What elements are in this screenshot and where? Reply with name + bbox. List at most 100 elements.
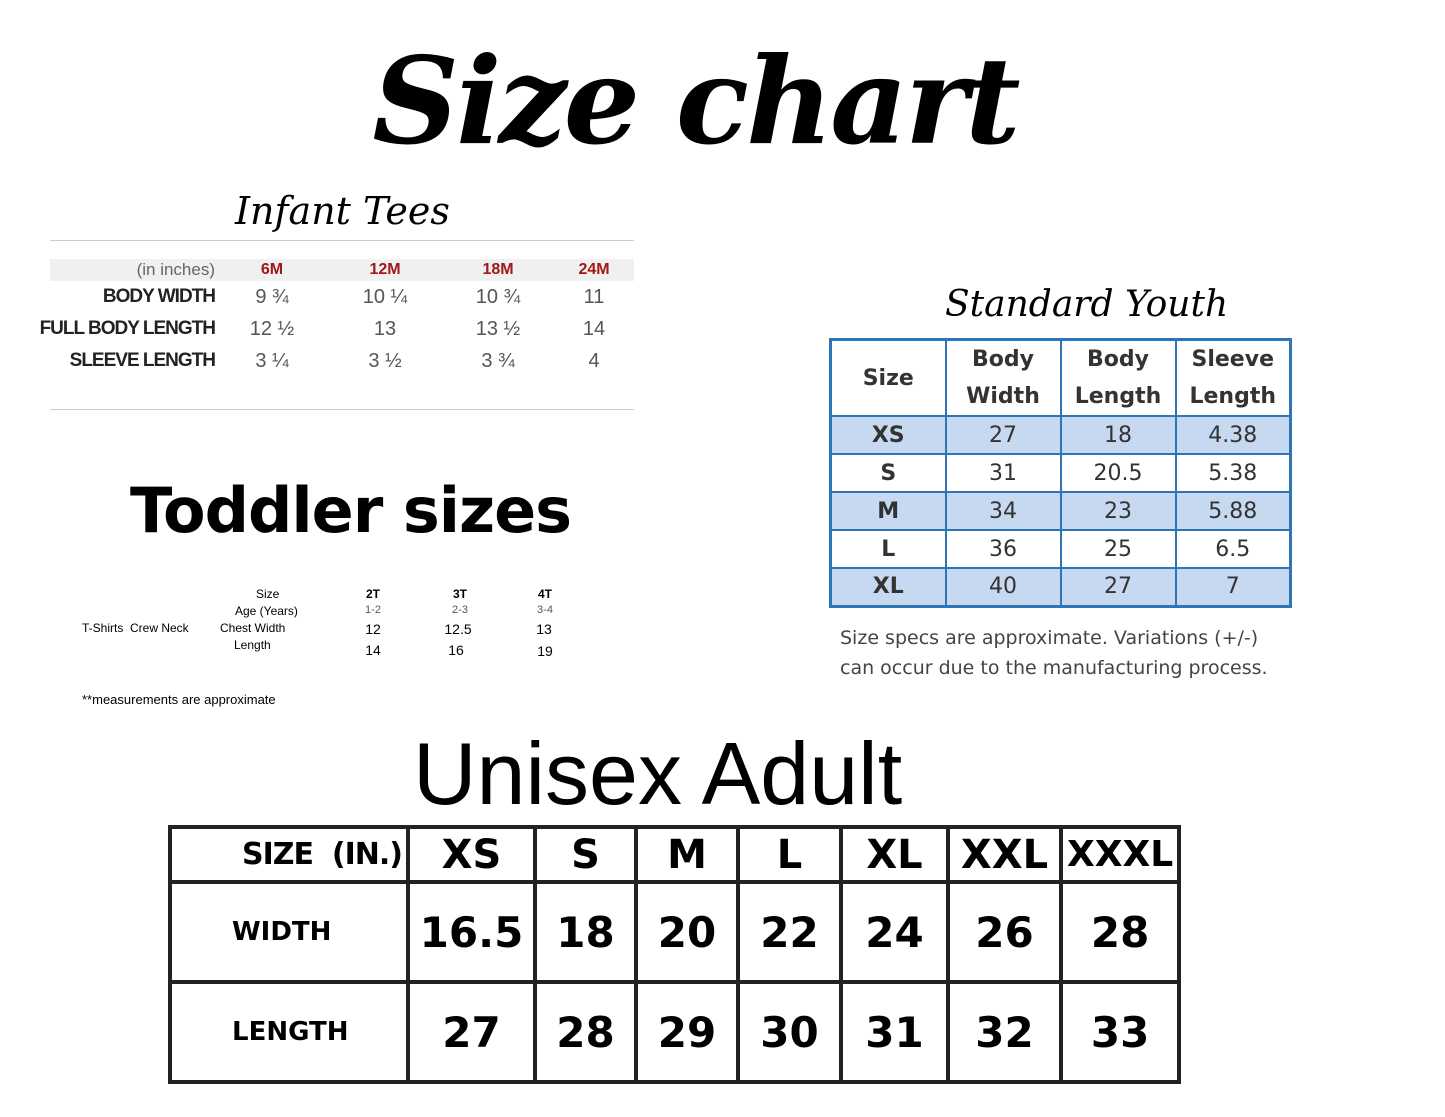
youth-title: Standard Youth [945, 284, 1229, 325]
infant-cell: 10 ¼ [362, 286, 408, 308]
youth-cell: S [829, 453, 947, 493]
toddler-age: 3-4 [537, 604, 553, 616]
youth-cell: 5.38 [1174, 453, 1292, 493]
table-row: XS 27 18 4.38 [829, 415, 1292, 455]
toddler-chest: 12.5 [444, 621, 472, 637]
infant-header-row [50, 259, 634, 281]
toddler-label-chest: Chest Width [220, 621, 286, 635]
toddler-chest: 13 [536, 621, 552, 637]
youth-cell: M [829, 491, 947, 531]
adult-size: XS [406, 825, 537, 884]
toddler-age: 1-2 [365, 604, 381, 616]
youth-cell: 31 [944, 453, 1062, 493]
infant-cell: 14 [582, 318, 606, 340]
adult-header-label: SIZE (IN.) [168, 825, 410, 884]
infant-size: 24M [578, 261, 610, 278]
adult-cell: 22 [736, 880, 843, 984]
toddler-footnote: **measurements are approximate [82, 692, 276, 707]
infant-size: 18M [482, 261, 514, 278]
youth-cell: L [829, 529, 947, 569]
youth-cell: 20.5 [1059, 453, 1177, 493]
toddler-chest: 12 [365, 621, 381, 637]
toddler-age: 2-3 [452, 604, 468, 616]
youth-note-line1: Size specs are approximate. Variations (… [840, 627, 1259, 649]
table-row: SIZE (IN.) XS S M L XL XXL XXXL [168, 825, 1182, 884]
page-title: Size chart [372, 31, 1020, 172]
toddler-label-age: Age (Years) [235, 604, 298, 618]
adult-cell: 27 [406, 980, 537, 1084]
adult-cell: 33 [1058, 980, 1182, 1084]
infant-cell: 12 ½ [249, 318, 295, 340]
infant-cell: 3 ½ [368, 350, 402, 372]
adult-size: M [634, 825, 740, 884]
youth-header: Sleeve Length [1174, 338, 1292, 417]
youth-cell: XL [829, 567, 947, 607]
infant-cell: 9 ¾ [255, 286, 289, 308]
youth-note-line2: can occur due to the manufacturing proce… [840, 657, 1268, 679]
adult-cell: 24 [839, 880, 950, 984]
table-row: LENGTH 27 28 29 30 31 32 33 [168, 980, 1182, 1084]
toddler-size: 4T [537, 587, 552, 601]
youth-header: Body Length [1059, 338, 1177, 417]
adult-cell: 31 [839, 980, 950, 1084]
youth-header: Body Width [944, 338, 1062, 417]
youth-table: Size Body Width Body Length Sleeve Lengt… [829, 338, 1292, 608]
adult-cell: 28 [1058, 880, 1182, 984]
infant-cell: 3 ¼ [255, 350, 289, 372]
infant-cell: 4 [588, 350, 600, 372]
infant-table: (in inches) 6M 12M 18M 24M BODY WIDTH 9 … [40, 240, 634, 410]
infant-unit-label: (in inches) [136, 260, 215, 279]
infant-row-label: FULL BODY LENGTH [39, 318, 216, 339]
youth-header: Size [829, 338, 947, 417]
youth-cell: XS [829, 415, 947, 455]
table-row: M 34 23 5.88 [829, 491, 1292, 531]
adult-size: L [736, 825, 843, 884]
adult-size: XL [839, 825, 950, 884]
adult-table: SIZE (IN.) XS S M L XL XXL XXXL WIDTH 16… [168, 825, 1182, 1084]
toddler-length: 16 [448, 642, 464, 658]
youth-cell: 25 [1059, 529, 1177, 569]
adult-size: XXXL [1058, 825, 1182, 884]
adult-size: S [533, 825, 638, 884]
infant-cell: 3 ¾ [481, 350, 515, 372]
adult-cell: 16.5 [406, 880, 537, 984]
adult-cell: 32 [946, 980, 1063, 1084]
adult-size: XXL [946, 825, 1063, 884]
youth-cell: 18 [1059, 415, 1177, 455]
infant-size: 12M [369, 261, 401, 278]
youth-cell: 36 [944, 529, 1062, 569]
infant-row-label: BODY WIDTH [102, 286, 216, 307]
table-row: L 36 25 6.5 [829, 529, 1292, 569]
adult-cell: 28 [533, 980, 638, 1084]
youth-cell: 7 [1174, 567, 1292, 607]
youth-cell: 6.5 [1174, 529, 1292, 569]
adult-cell: 30 [736, 980, 843, 1084]
adult-cell: 26 [946, 880, 1063, 984]
toddler-product: T-Shirts Crew Neck [82, 621, 189, 635]
infant-cell: 13 ½ [475, 318, 521, 340]
infant-cell: 13 [373, 318, 397, 340]
youth-cell: 34 [944, 491, 1062, 531]
adult-cell: 20 [634, 880, 740, 984]
infant-cell: 11 [583, 286, 605, 308]
infant-title: Infant Tees [235, 189, 450, 233]
toddler-title: Toddler sizes [130, 474, 572, 547]
table-row: WIDTH 16.5 18 20 22 24 26 28 [168, 880, 1182, 984]
adult-row-label: LENGTH [168, 980, 410, 1084]
infant-size: 6M [260, 261, 284, 278]
toddler-label-length: Length [234, 638, 271, 652]
adult-title: Unisex Adult [413, 724, 903, 823]
infant-row-label: SLEEVE LENGTH [69, 350, 216, 371]
youth-cell: 4.38 [1174, 415, 1292, 455]
toddler-length: 14 [365, 642, 381, 658]
table-row: S 31 20.5 5.38 [829, 453, 1292, 493]
youth-cell: 40 [944, 567, 1062, 607]
infant-cell: 10 ¾ [475, 286, 521, 308]
adult-cell: 18 [533, 880, 638, 984]
toddler-length: 19 [537, 643, 553, 659]
youth-cell: 27 [944, 415, 1062, 455]
youth-cell: 5.88 [1174, 491, 1292, 531]
toddler-size: 3T [452, 587, 467, 601]
toddler-size: 2T [365, 587, 380, 601]
table-row: XL 40 27 7 [829, 567, 1292, 607]
